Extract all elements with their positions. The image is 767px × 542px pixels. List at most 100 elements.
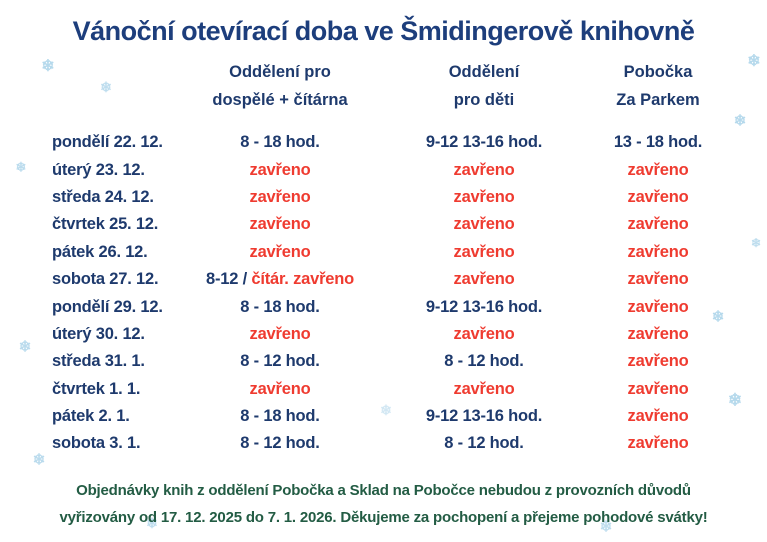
cell-children: 9-12 13-16 hod.	[380, 133, 588, 152]
footer-notice-line2: vyřizovány od 17. 12. 2025 do 7. 1. 2026…	[59, 509, 708, 526]
closed-label: zavřeno	[249, 160, 311, 179]
cell-children: 9-12 13-16 hod.	[380, 407, 588, 426]
cell-adults: 8 - 18 hod.	[180, 407, 380, 426]
hours-label: 9-12 13-16 hod.	[425, 407, 543, 426]
column-header-children-line1: Oddělení	[448, 63, 520, 81]
snowflake-icon: ❄	[733, 112, 747, 130]
row-date: středa 31. 1.	[52, 352, 145, 371]
cell-branch: zavřeno	[588, 188, 728, 207]
schedule-table-body: pondělí 22. 12. 8 - 18 hod. 9-12 13-16 hod…	[48, 129, 728, 458]
closed-label: zavřeno	[453, 215, 515, 234]
cell-children: zavřeno	[380, 215, 588, 234]
cell-children: 9-12 13-16 hod.	[380, 298, 588, 317]
table-header-row: Oddělení pro dospělé + čítárna Oddělení …	[48, 58, 728, 114]
column-header-branch-line2: Za Parkem	[616, 91, 700, 109]
closed-label: čítár. zavřeno	[251, 270, 355, 289]
hours-label: 8 - 12 hod.	[444, 434, 524, 453]
hours-label: 8 - 12 hod.	[444, 352, 524, 371]
closed-label: zavřeno	[453, 324, 515, 343]
closed-label: zavřeno	[627, 407, 689, 426]
cell-children: 8 - 12 hod.	[380, 352, 588, 371]
cell-adults: zavřeno	[180, 215, 380, 234]
closed-label: zavřeno	[453, 160, 515, 179]
cell-adults: zavřeno	[180, 161, 380, 180]
closed-label: zavřeno	[627, 242, 689, 261]
closed-label: zavřeno	[249, 187, 311, 206]
snowflake-icon: ❄	[146, 515, 158, 531]
table-row: středa 31. 1. 8 - 12 hod. 8 - 12 hod. zavře…	[48, 348, 728, 375]
closed-label: zavřeno	[627, 434, 689, 453]
cell-adults: 8 - 18 hod.	[180, 298, 380, 317]
cell-children: zavřeno	[380, 325, 588, 344]
closed-label: zavřeno	[249, 242, 311, 261]
hours-label: 8 - 18 hod.	[240, 297, 320, 316]
closed-label: zavřeno	[249, 324, 311, 343]
snowflake-icon: ❄	[727, 390, 743, 410]
column-header-children-line2: pro děti	[453, 91, 515, 109]
cell-branch: zavřeno	[588, 298, 728, 317]
closed-label: zavřeno	[627, 215, 689, 234]
closed-label: zavřeno	[453, 379, 515, 398]
table-row: sobota 27. 12. 8-12 / čítár. zavřeno zavře…	[48, 266, 728, 293]
column-header-branch-line1: Pobočka	[623, 63, 693, 81]
cell-children: zavřeno	[380, 188, 588, 207]
closed-label: zavřeno	[627, 379, 689, 398]
cell-adults: zavřeno	[180, 380, 380, 399]
cell-children: zavřeno	[380, 161, 588, 180]
row-date: sobota 3. 1.	[52, 434, 141, 453]
column-header-children: Oddělení pro děti	[380, 58, 588, 114]
row-date: středa 24. 12.	[52, 187, 154, 206]
row-date: čtvrtek 1. 1.	[52, 379, 141, 398]
cell-branch: zavřeno	[588, 161, 728, 180]
cell-branch: zavřeno	[588, 243, 728, 262]
row-date: sobota 27. 12.	[52, 270, 159, 289]
table-row: pátek 2. 1. 8 - 18 hod. 9-12 13-16 hod. zav…	[48, 403, 728, 430]
hours-label: 8 - 12 hod.	[240, 434, 320, 453]
cell-children: zavřeno	[380, 270, 588, 289]
snowflake-icon: ❄	[18, 338, 32, 356]
snowflake-icon: ❄	[747, 53, 761, 70]
table-row: čtvrtek 25. 12. zavřeno zavřeno zavřeno	[48, 211, 728, 238]
snowflake-icon: ❄	[599, 518, 613, 536]
table-row: středa 24. 12. zavřeno zavřeno zavřeno	[48, 184, 728, 211]
table-row: úterý 23. 12. zavřeno zavřeno zavřeno	[48, 156, 728, 183]
column-header-adults: Oddělení pro dospělé + čítárna	[180, 58, 380, 114]
cell-branch: 13 - 18 hod.	[588, 133, 728, 152]
row-date: úterý 30. 12.	[52, 324, 145, 343]
table-row: sobota 3. 1. 8 - 12 hod. 8 - 12 hod. zavřen…	[48, 430, 728, 457]
footer-notice: Objednávky knih z oddělení Pobočka a Skl…	[0, 477, 767, 531]
row-date: pátek 2. 1.	[52, 407, 130, 426]
snowflake-icon: ❄	[380, 402, 392, 418]
cell-children: zavřeno	[380, 243, 588, 262]
cell-adults: 8 - 12 hod.	[180, 434, 380, 453]
snowflake-icon: ❄	[100, 79, 112, 95]
cell-children: 8 - 12 hod.	[380, 434, 588, 453]
page-title: Vánoční otevírací doba ve Šmidingerově k…	[72, 16, 695, 46]
column-header-adults-line1: Oddělení pro	[229, 63, 331, 81]
cell-adults: zavřeno	[180, 325, 380, 344]
cell-children: zavřeno	[380, 380, 588, 399]
footer-notice-line1: Objednávky knih z oddělení Pobočka a Skl…	[76, 482, 691, 499]
hours-label: 8 - 18 hod.	[240, 133, 320, 152]
hours-label: 13 - 18 hod.	[613, 133, 703, 152]
cell-adults: 8 - 12 hod.	[180, 352, 380, 371]
closed-label: zavřeno	[249, 379, 311, 398]
table-row: úterý 30. 12. zavřeno zavřeno zavřeno	[48, 321, 728, 348]
snowflake-icon: ❄	[15, 159, 27, 175]
row-date: pátek 26. 12.	[52, 242, 148, 261]
cell-branch: zavřeno	[588, 434, 728, 453]
closed-label: zavřeno	[627, 324, 689, 343]
cell-adults: zavřeno	[180, 243, 380, 262]
table-row: pondělí 22. 12. 8 - 18 hod. 9-12 13-16 hod…	[48, 129, 728, 156]
closed-label: zavřeno	[453, 270, 515, 289]
column-header-adults-line2: dospělé + čítárna	[212, 91, 348, 109]
snowflake-icon: ❄	[32, 451, 46, 469]
cell-adults: 8-12 / čítár. zavřeno	[180, 270, 380, 289]
snowflake-icon: ❄	[41, 58, 55, 75]
row-date: pondělí 22. 12.	[52, 133, 163, 152]
cell-branch: zavřeno	[588, 270, 728, 289]
row-date: pondělí 29. 12.	[52, 297, 163, 316]
